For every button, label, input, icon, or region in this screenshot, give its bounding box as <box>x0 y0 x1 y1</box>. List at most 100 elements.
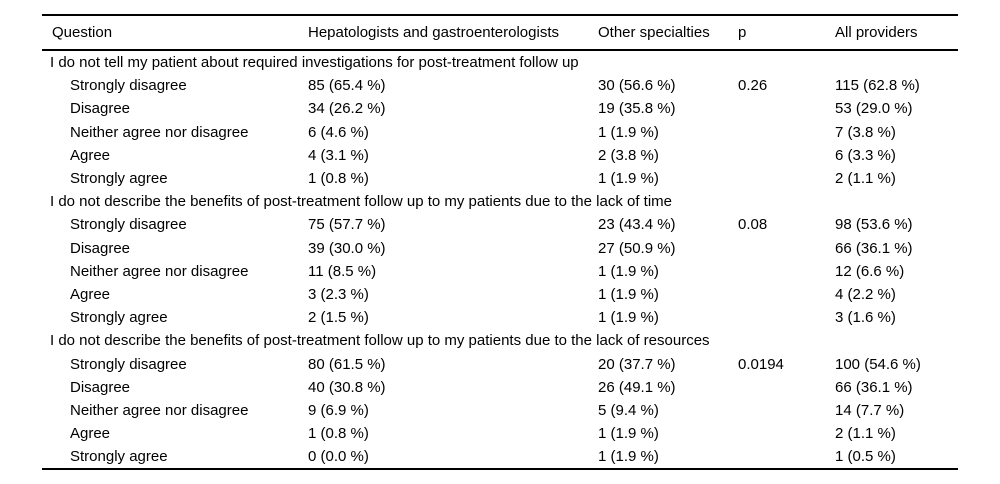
other-specialties-value: 1 (1.9 %) <box>598 170 659 188</box>
hepatologists-value: 39 (30.0 %) <box>308 239 386 257</box>
hepatologists-value: 2 (1.5 %) <box>308 309 369 327</box>
hepatologists-value: 11 (8.5 %) <box>308 262 377 280</box>
table-row: Strongly disagree 75 (57.7 %) 23 (43.4 %… <box>42 213 958 236</box>
results-table-container: Question Hepatologists and gastroenterol… <box>42 14 958 471</box>
question-row: I do not describe the benefits of post-t… <box>42 329 958 352</box>
hepatologists-value: 9 (6.9 %) <box>308 401 369 419</box>
other-specialties-value: 1 (1.9 %) <box>598 309 659 327</box>
all-providers-value: 98 (53.6 %) <box>835 216 913 234</box>
all-providers-value: 4 (2.2 %) <box>835 285 896 303</box>
table-row: Strongly agree 2 (1.5 %) 1 (1.9 %) 3 (1.… <box>42 306 958 329</box>
table-header: Question Hepatologists and gastroenterol… <box>42 15 958 50</box>
question-text: I do not describe the benefits of post-t… <box>50 332 710 350</box>
other-specialties-value: 23 (43.4 %) <box>598 216 676 234</box>
response-label: Neither agree nor disagree <box>70 123 249 141</box>
all-providers-value: 6 (3.3 %) <box>835 146 896 164</box>
other-specialties-value: 19 (35.8 %) <box>598 100 676 118</box>
response-label: Disagree <box>70 378 131 396</box>
p-value <box>728 121 825 144</box>
all-providers-value: 2 (1.1 %) <box>835 170 896 188</box>
hepatologists-value: 1 (0.8 %) <box>308 425 369 443</box>
table-row: Agree 3 (2.3 %) 1 (1.9 %) 4 (2.2 %) <box>42 283 958 306</box>
p-value <box>728 97 825 120</box>
response-label: Disagree <box>70 100 131 118</box>
table-row: Agree 1 (0.8 %) 1 (1.9 %) 2 (1.1 %) <box>42 422 958 445</box>
p-value <box>728 306 825 329</box>
hepatologists-value: 4 (3.1 %) <box>308 146 369 164</box>
other-specialties-value: 2 (3.8 %) <box>598 146 659 164</box>
other-specialties-value: 1 (1.9 %) <box>598 425 659 443</box>
table-row: Strongly agree 0 (0.0 %) 1 (1.9 %) 1 (0.… <box>42 445 958 469</box>
all-providers-value: 100 (54.6 %) <box>835 355 921 373</box>
all-providers-value: 3 (1.6 %) <box>835 309 896 327</box>
p-value <box>728 376 825 399</box>
hepatologists-value: 40 (30.8 %) <box>308 378 386 396</box>
response-label: Neither agree nor disagree <box>70 262 249 280</box>
p-value: 0.26 <box>738 77 768 95</box>
p-value: 0.0194 <box>738 355 784 373</box>
hepatologists-value: 34 (26.2 %) <box>308 100 386 118</box>
hepatologists-value: 6 (4.6 %) <box>308 123 369 141</box>
other-specialties-value: 1 (1.9 %) <box>598 285 659 303</box>
table-row: Neither agree nor disagree 6 (4.6 %) 1 (… <box>42 121 958 144</box>
table-row: Disagree 39 (30.0 %) 27 (50.9 %) 66 (36.… <box>42 237 958 260</box>
question-row: I do not tell my patient about required … <box>42 50 958 74</box>
all-providers-value: 66 (36.1 %) <box>835 378 913 396</box>
p-value <box>728 144 825 167</box>
other-specialties-value: 30 (56.6 %) <box>598 77 676 95</box>
hepatologists-value: 3 (2.3 %) <box>308 285 369 303</box>
table-row: Strongly agree 1 (0.8 %) 1 (1.9 %) 2 (1.… <box>42 167 958 190</box>
column-header-p: p <box>738 24 747 41</box>
column-header-hepatologists: Hepatologists and gastroenterologists <box>308 24 559 41</box>
all-providers-value: 12 (6.6 %) <box>835 262 905 280</box>
table-row: Strongly disagree 85 (65.4 %) 30 (56.6 %… <box>42 74 958 97</box>
response-label: Neither agree nor disagree <box>70 401 249 419</box>
p-value <box>728 283 825 306</box>
response-label: Strongly disagree <box>70 77 187 95</box>
column-header-other-specialties: Other specialties <box>598 24 710 41</box>
hepatologists-value: 85 (65.4 %) <box>308 77 386 95</box>
all-providers-value: 66 (36.1 %) <box>835 239 913 257</box>
all-providers-value: 2 (1.1 %) <box>835 425 896 443</box>
other-specialties-value: 27 (50.9 %) <box>598 239 676 257</box>
hepatologists-value: 0 (0.0 %) <box>308 448 369 466</box>
response-label: Strongly disagree <box>70 355 187 373</box>
response-label: Strongly agree <box>70 309 168 327</box>
table-row: Strongly disagree 80 (61.5 %) 20 (37.7 %… <box>42 352 958 375</box>
hepatologists-value: 75 (57.7 %) <box>308 216 386 234</box>
other-specialties-value: 1 (1.9 %) <box>598 123 659 141</box>
p-value <box>728 399 825 422</box>
p-value <box>728 237 825 260</box>
response-label: Strongly agree <box>70 170 168 188</box>
header-row: Question Hepatologists and gastroenterol… <box>42 15 958 50</box>
hepatologists-value: 1 (0.8 %) <box>308 170 369 188</box>
column-header-all-providers: All providers <box>835 24 918 41</box>
all-providers-value: 115 (62.8 %) <box>835 77 920 95</box>
other-specialties-value: 1 (1.9 %) <box>598 262 659 280</box>
p-value <box>728 167 825 190</box>
p-value: 0.08 <box>738 216 768 234</box>
results-table: Question Hepatologists and gastroenterol… <box>42 14 958 471</box>
response-label: Agree <box>70 425 111 443</box>
table-row: Neither agree nor disagree 9 (6.9 %) 5 (… <box>42 399 958 422</box>
all-providers-value: 53 (29.0 %) <box>835 100 913 118</box>
table-body: I do not tell my patient about required … <box>42 50 958 469</box>
response-label: Agree <box>70 146 111 164</box>
p-value <box>728 445 825 469</box>
response-label: Agree <box>70 285 111 303</box>
other-specialties-value: 26 (49.1 %) <box>598 378 676 396</box>
table-row: Neither agree nor disagree 11 (8.5 %) 1 … <box>42 260 958 283</box>
all-providers-value: 14 (7.7 %) <box>835 401 905 419</box>
other-specialties-value: 1 (1.9 %) <box>598 448 659 466</box>
p-value <box>728 422 825 445</box>
all-providers-value: 1 (0.5 %) <box>835 448 896 466</box>
response-label: Disagree <box>70 239 131 257</box>
question-row: I do not describe the benefits of post-t… <box>42 190 958 213</box>
other-specialties-value: 5 (9.4 %) <box>598 401 659 419</box>
table-row: Disagree 34 (26.2 %) 19 (35.8 %) 53 (29.… <box>42 97 958 120</box>
response-label: Strongly disagree <box>70 216 187 234</box>
response-label: Strongly agree <box>70 448 168 466</box>
hepatologists-value: 80 (61.5 %) <box>308 355 386 373</box>
p-value <box>728 260 825 283</box>
table-row: Agree 4 (3.1 %) 2 (3.8 %) 6 (3.3 %) <box>42 144 958 167</box>
